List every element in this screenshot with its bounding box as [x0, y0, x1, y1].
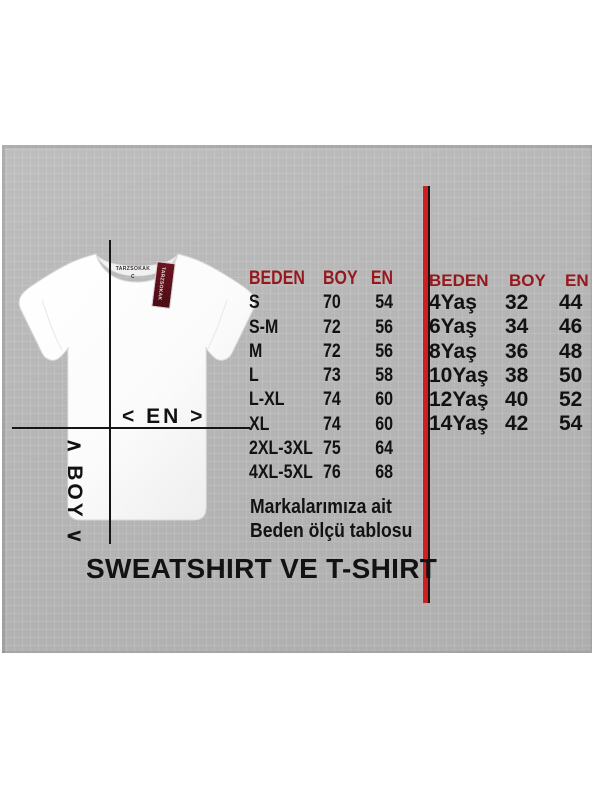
kids-size-table: BEDEN BOY EN 4Yaş 32 44 6Yaş 34 46 8Yaş …: [429, 270, 599, 437]
vertical-divider: [423, 186, 430, 603]
table-row: L 73 58: [249, 364, 393, 388]
column-header-en: EN: [370, 268, 393, 289]
caption-line-1: Markalarımıza ait: [250, 496, 392, 518]
cell-en: 48: [559, 339, 583, 363]
table-row: XL 74 60: [249, 413, 393, 437]
cell-en: 46: [559, 315, 583, 339]
table-row: 6Yaş 34 46: [429, 315, 599, 339]
cell-beden: 6Yaş: [429, 315, 477, 339]
cell-beden: L-XL: [249, 389, 285, 411]
table-row: L-XL 74 60: [249, 388, 393, 412]
neck-brand-label: TARZSOKAK C: [115, 266, 151, 280]
table-row: S-M 72 56: [249, 316, 393, 340]
table-row: 12Yaş 40 52: [429, 388, 599, 412]
column-header-beden: BEDEN: [429, 271, 489, 290]
cell-en: 58: [375, 365, 393, 387]
cell-en: 44: [559, 291, 583, 314]
table-row: 4XL-5XL 76 68: [249, 461, 393, 485]
size-chart-panel: TARZSOKAK C TARZSOKAK < EN > ∧ BOY ∨ BED…: [2, 145, 592, 653]
column-header-beden: BEDEN: [249, 268, 305, 289]
cell-boy: 75: [323, 438, 341, 460]
length-label: ∧ BOY ∨: [63, 438, 86, 547]
cell-en: 54: [375, 292, 393, 314]
table-caption: Markalarımıza ait Beden ölçü tablosu: [250, 495, 412, 543]
cell-beden: 14Yaş: [429, 412, 489, 436]
cell-boy: 40: [505, 388, 529, 412]
cell-en: 56: [375, 316, 393, 338]
cell-boy: 36: [505, 339, 529, 363]
table-header-row: BEDEN BOY EN: [249, 267, 393, 291]
table-row: 14Yaş 42 54: [429, 412, 599, 436]
cell-boy: 74: [323, 413, 341, 435]
cell-en: 60: [375, 413, 393, 435]
adult-size-table: BEDEN BOY EN S 70 54 S-M 72 56 M 72 56 L…: [249, 267, 393, 486]
cell-beden: 10Yaş: [429, 363, 489, 387]
table-row: 4Yaş 32 44: [429, 291, 599, 315]
cell-boy: 70: [323, 292, 341, 314]
column-header-boy: BOY: [509, 271, 546, 290]
cell-beden: L: [249, 365, 259, 387]
column-header-en: EN: [565, 271, 589, 290]
cell-beden: 4Yaş: [429, 291, 477, 314]
arrow-up-icon: ∧: [63, 438, 86, 457]
page-title: SWEATSHIRT VE T-SHIRT: [86, 553, 438, 584]
width-label: < EN >: [122, 405, 206, 428]
cell-boy: 74: [323, 389, 341, 411]
cell-boy: 73: [323, 365, 341, 387]
caption-line-2: Beden ölçü tablosu: [250, 520, 413, 542]
cell-boy: 32: [505, 291, 529, 314]
table-row: 2XL-3XL 75 64: [249, 437, 393, 461]
cell-en: 54: [559, 412, 583, 436]
length-label-text: BOY: [63, 465, 86, 520]
cell-boy: 42: [505, 412, 529, 436]
cell-en: 52: [559, 388, 583, 412]
cell-en: 56: [375, 340, 393, 362]
arrow-down-icon: ∨: [63, 528, 86, 547]
cell-boy: 76: [323, 462, 341, 484]
table-row: S 70 54: [249, 291, 393, 315]
cell-boy: 72: [323, 340, 341, 362]
cell-beden: 4XL-5XL: [249, 462, 313, 484]
width-guide-line: [12, 427, 250, 429]
cell-en: 60: [375, 389, 393, 411]
table-row: M 72 56: [249, 340, 393, 364]
cell-beden: 8Yaş: [429, 339, 477, 363]
cell-en: 50: [559, 363, 583, 387]
table-row: 8Yaş 36 48: [429, 340, 599, 364]
cell-boy: 38: [505, 363, 529, 387]
column-header-boy: BOY: [323, 268, 358, 289]
cell-beden: S: [249, 292, 260, 314]
length-guide-line: [109, 240, 111, 544]
cell-boy: 34: [505, 315, 529, 339]
cell-beden: 12Yaş: [429, 388, 489, 412]
cell-boy: 72: [323, 316, 341, 338]
cell-beden: M: [249, 340, 263, 362]
cell-beden: S-M: [249, 316, 279, 338]
divider-dark-bar: [428, 186, 430, 603]
table-row: 10Yaş 38 50: [429, 364, 599, 388]
cell-en: 68: [375, 462, 393, 484]
cell-beden: XL: [249, 413, 270, 435]
tshirt-illustration: TARZSOKAK C TARZSOKAK < EN > ∧ BOY ∨: [12, 240, 257, 547]
tshirt-svg: [18, 253, 256, 521]
divider-red-bar: [423, 186, 428, 603]
table-header-row: BEDEN BOY EN: [429, 270, 599, 291]
cell-en: 64: [375, 438, 393, 460]
cell-beden: 2XL-3XL: [249, 438, 313, 460]
